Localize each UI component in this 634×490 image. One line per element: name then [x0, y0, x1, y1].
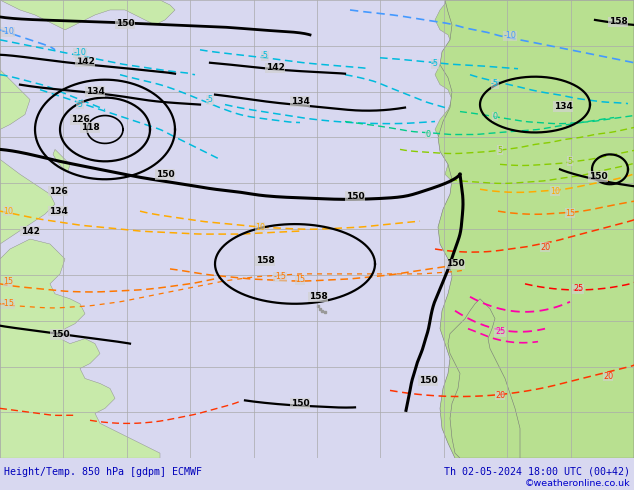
Text: 158: 158	[309, 293, 327, 301]
Text: Th 02-05-2024 18:00 UTC (00+42): Th 02-05-2024 18:00 UTC (00+42)	[444, 466, 630, 477]
Text: 20: 20	[495, 391, 505, 400]
Text: 0: 0	[493, 112, 498, 121]
Text: -15: -15	[1, 299, 15, 308]
Text: 10: 10	[3, 207, 13, 216]
Text: -10: -10	[1, 27, 15, 36]
Text: -5: -5	[76, 100, 84, 109]
Text: -5: -5	[206, 95, 214, 104]
Text: 158: 158	[256, 256, 275, 266]
Text: 25: 25	[495, 327, 505, 336]
Text: 134: 134	[86, 87, 105, 96]
Text: 0: 0	[425, 130, 430, 139]
Text: 158: 158	[609, 18, 628, 26]
Text: ©weatheronline.co.uk: ©weatheronline.co.uk	[524, 479, 630, 488]
Text: 20: 20	[603, 372, 613, 381]
Text: 25: 25	[573, 284, 583, 294]
Text: 5: 5	[567, 157, 573, 166]
Text: -5: -5	[431, 59, 439, 68]
Polygon shape	[435, 0, 634, 458]
Text: 134: 134	[290, 97, 309, 106]
Text: 134: 134	[553, 102, 573, 111]
Text: 150: 150	[418, 376, 437, 385]
Text: 142: 142	[75, 57, 94, 66]
Text: 142: 142	[266, 63, 285, 72]
Text: 150: 150	[156, 170, 174, 179]
Text: -10: -10	[74, 49, 86, 57]
Text: 150: 150	[290, 399, 309, 408]
Text: 10: 10	[550, 187, 560, 196]
Text: 10: 10	[255, 222, 265, 232]
Text: 15: 15	[3, 277, 13, 286]
Text: 126: 126	[49, 187, 67, 196]
Text: 150: 150	[446, 259, 464, 269]
Text: 134: 134	[49, 207, 67, 216]
Text: 126: 126	[70, 115, 89, 124]
Text: -5: -5	[491, 79, 499, 88]
Polygon shape	[0, 0, 160, 458]
Polygon shape	[53, 149, 70, 171]
Text: 15: 15	[565, 209, 575, 218]
Text: 150: 150	[589, 172, 607, 181]
Text: 5: 5	[498, 146, 503, 155]
Polygon shape	[0, 0, 175, 30]
Text: 150: 150	[115, 20, 134, 28]
Text: 142: 142	[20, 226, 39, 236]
Polygon shape	[448, 299, 520, 458]
Text: 20: 20	[540, 243, 550, 251]
Text: Height/Temp. 850 hPa [gdpm] ECMWF: Height/Temp. 850 hPa [gdpm] ECMWF	[4, 466, 202, 477]
Polygon shape	[438, 0, 634, 458]
Text: 15: 15	[295, 275, 305, 284]
Text: -10: -10	[503, 31, 517, 40]
Text: 118: 118	[81, 123, 100, 132]
Text: -15: -15	[273, 272, 287, 281]
Text: -5: -5	[261, 51, 269, 60]
Text: 150: 150	[346, 192, 365, 201]
Text: 150: 150	[51, 330, 69, 339]
